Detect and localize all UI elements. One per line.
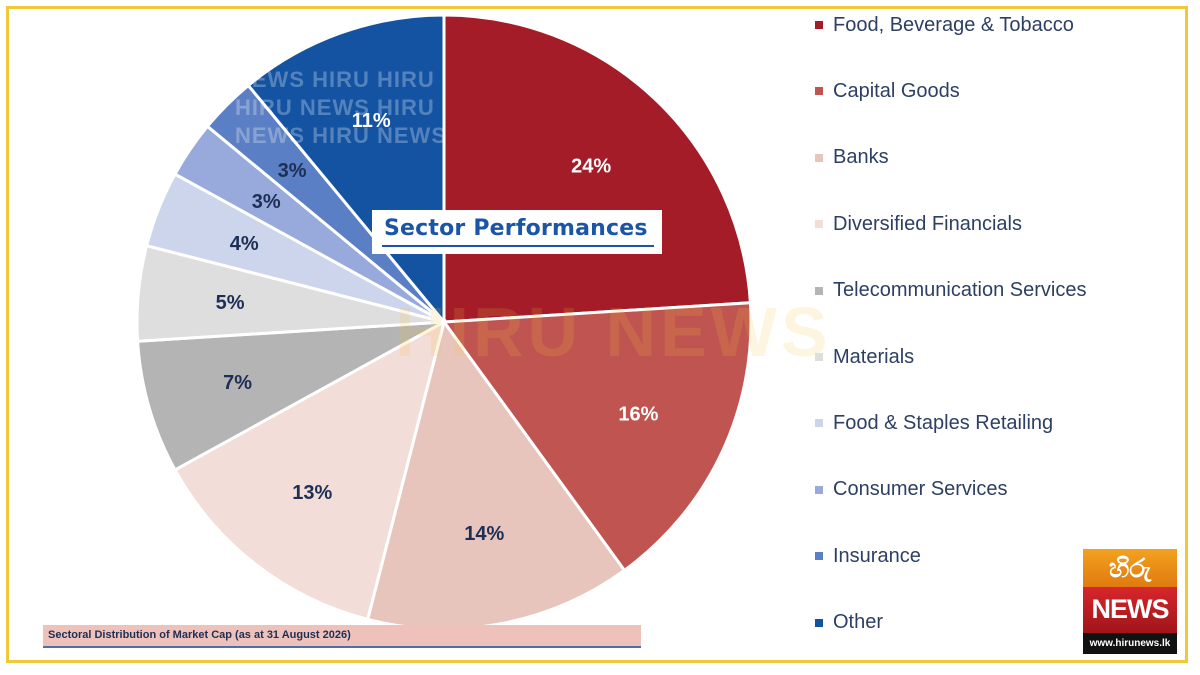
legend-label: Diversified Financials [833, 212, 1022, 235]
legend-item: Other [815, 610, 883, 636]
legend-swatch [815, 552, 823, 561]
logo-news-text: NEWS [1091, 594, 1170, 624]
pie-value-label: 14% [464, 523, 504, 545]
chart-caption: Sectoral Distribution of Market Cap (as … [48, 629, 351, 641]
pie-value-label: 13% [292, 482, 332, 504]
pie-slice-3 [172, 319, 447, 622]
legend-label: Consumer Services [833, 478, 1008, 501]
chart-caption-bar: Sectoral Distribution of Market Cap (as … [43, 625, 641, 648]
pie-slice-2 [365, 318, 627, 631]
legend-swatch [815, 353, 823, 361]
legend-item: Telecommunication Services [815, 278, 1086, 304]
legend-label: Banks [833, 146, 889, 169]
logo-url: www.hirunews.lk [1083, 633, 1177, 654]
logo-sinhala-text: හිරු [1083, 549, 1177, 587]
legend-item: Materials [815, 344, 914, 370]
pie-value-label: 11% [352, 110, 391, 132]
logo-news-band: NEWS [1083, 587, 1177, 633]
chart-title-box: Sector Performances [372, 210, 662, 254]
legend-swatch [815, 153, 823, 162]
legend-item: Insurance [815, 543, 921, 569]
legend-swatch [815, 220, 823, 229]
legend-item: Consumer Services [815, 477, 1008, 503]
chart-title: Sector Performances [384, 216, 648, 241]
legend-label: Telecommunication Services [833, 279, 1087, 302]
pie-value-label: 3% [252, 191, 281, 213]
legend-label: Capital Goods [833, 79, 960, 102]
legend-item: Banks [815, 145, 889, 171]
pie-value-label: 4% [230, 233, 259, 255]
hiru-news-logo: හිරු NEWS www.hirunews.lk [1083, 549, 1177, 654]
legend-item: Diversified Financials [815, 211, 1022, 237]
legend-label: Materials [833, 345, 915, 368]
legend-swatch [815, 286, 823, 295]
legend-swatch [815, 419, 823, 428]
legend-item: Capital Goods [815, 78, 960, 104]
pie-slice-4 [136, 320, 445, 472]
pie-value-label: 16% [618, 403, 658, 425]
legend-label: Food & Staples Retailing [833, 411, 1054, 434]
pie-value-label: 5% [216, 292, 245, 314]
pie-value-label: 3% [278, 160, 307, 182]
legend-item: Food, Beverage & Tobacco [815, 12, 1074, 38]
pie-value-label: 24% [571, 155, 611, 177]
legend-swatch [815, 618, 823, 627]
legend-swatch [815, 21, 823, 29]
legend-label: Insurance [833, 544, 921, 567]
legend-label: Food, Beverage & Tobacco [833, 13, 1074, 36]
legend-item: Food & Staples Retailing [815, 410, 1053, 436]
title-underline [382, 245, 654, 247]
pie-slice-1 [441, 301, 753, 573]
pie-value-label: 7% [223, 372, 252, 394]
legend-label: Other [833, 611, 884, 634]
legend-swatch [815, 87, 823, 96]
legend-swatch [815, 485, 823, 494]
